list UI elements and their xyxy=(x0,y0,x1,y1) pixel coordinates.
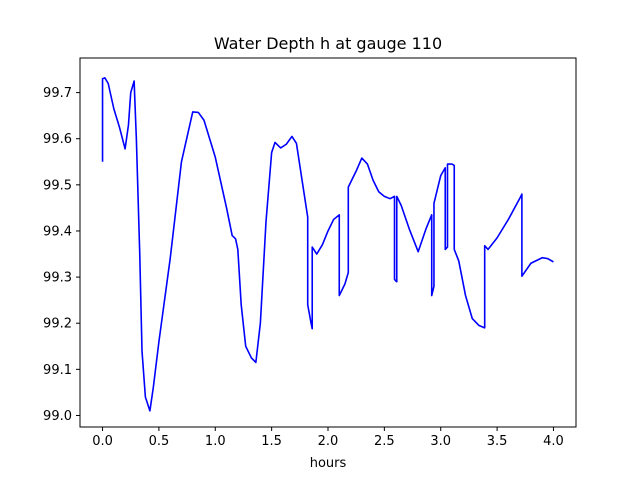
x-tick-label: 3.5 xyxy=(487,434,508,449)
y-tick-label: 99.1 xyxy=(43,363,72,378)
y-tick-label: 99.6 xyxy=(43,132,72,147)
y-axis-ticks: 99.0 99.1 99.2 99.3 99.4 99.5 99.6 99.7 xyxy=(43,86,80,424)
x-tick-label: 4.0 xyxy=(543,434,564,449)
y-tick-label: 99.4 xyxy=(43,224,72,239)
x-axis-title: hours xyxy=(310,456,347,471)
y-tick-label: 99.0 xyxy=(43,409,72,424)
x-axis-ticks: 0.0 0.5 1.0 1.5 2.0 2.5 3.0 3.5 4.0 xyxy=(92,427,564,449)
series-line-1 xyxy=(101,77,554,412)
x-tick-label: 3.0 xyxy=(430,434,451,449)
y-tick-label: 99.7 xyxy=(43,86,72,101)
x-tick-label: 0.0 xyxy=(92,434,113,449)
y-tick-label: 99.2 xyxy=(43,317,72,332)
x-tick-label: 1.0 xyxy=(205,434,226,449)
y-tick-label: 99.5 xyxy=(43,178,72,193)
chart-title: Water Depth h at gauge 110 xyxy=(214,34,442,53)
x-tick-label: 2.5 xyxy=(374,434,395,449)
x-tick-label: 2.0 xyxy=(318,434,339,449)
x-tick-label: 0.5 xyxy=(149,434,170,449)
x-tick-label: 1.5 xyxy=(261,434,282,449)
y-tick-label: 99.3 xyxy=(43,271,72,286)
